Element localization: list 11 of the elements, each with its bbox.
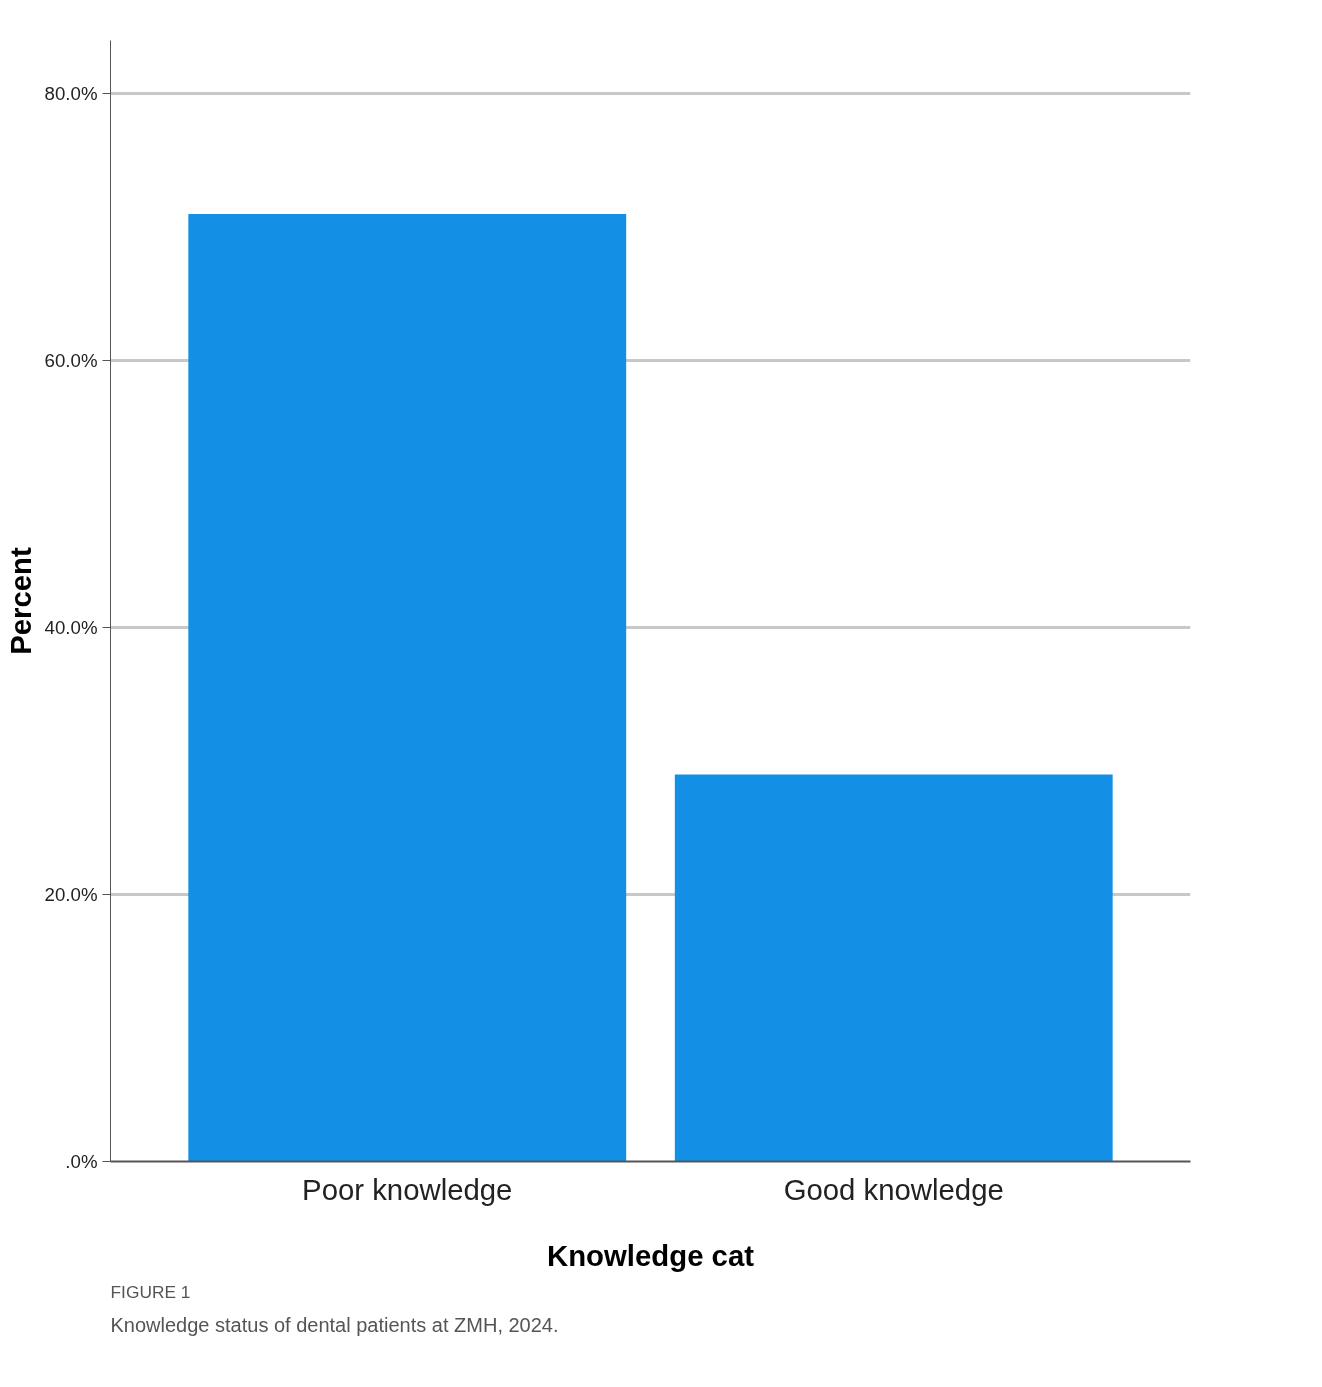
y-axis-title: Percent <box>3 546 37 655</box>
y-tick-label: 20.0% <box>44 884 98 906</box>
x-axis-title: Knowledge cat <box>547 1238 755 1272</box>
text: Knowledge status of dental patients at ZMH, 2024. <box>110 1313 559 1336</box>
y-tick-label: 60.0% <box>44 350 98 372</box>
y-tick-label: 80.0% <box>44 83 98 105</box>
x-tick-label: Poor knowledge <box>302 1172 513 1206</box>
y-tick-label: .0% <box>65 1151 98 1172</box>
x-tick-label: Good knowledge <box>783 1172 1004 1206</box>
caption: FIGURE 1 <box>110 1281 191 1302</box>
y-tick-label: 40.0% <box>44 617 98 639</box>
